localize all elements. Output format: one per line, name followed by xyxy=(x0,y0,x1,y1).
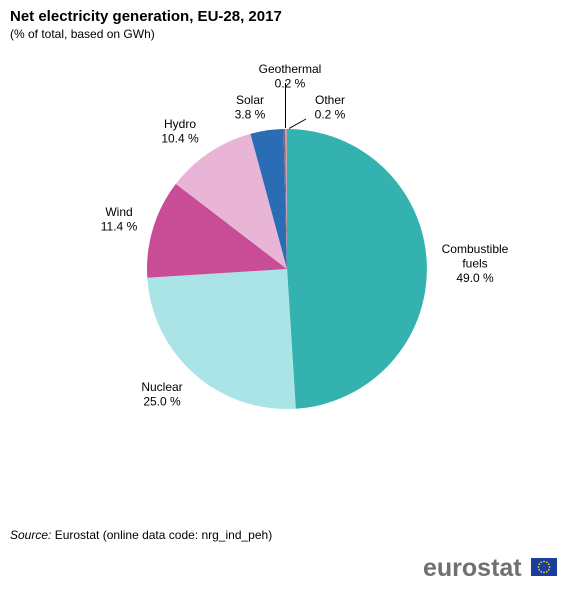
eu-flag-star xyxy=(538,563,541,566)
slice-label-solar: Solar 3.8 % xyxy=(235,93,266,122)
source-text: Eurostat (online data code: nrg_ind_peh) xyxy=(54,528,273,542)
eu-flag-star xyxy=(540,561,543,564)
slice-label-wind: Wind 11.4 % xyxy=(101,205,138,234)
slice-label-combustible-fuels: Combustible fuels 49.0 % xyxy=(442,242,509,285)
eu-flag-star xyxy=(548,566,551,568)
source-label: Source: xyxy=(10,528,52,542)
leader-line-other xyxy=(288,118,307,129)
eu-flag-background xyxy=(531,558,557,576)
pie-slice-solar xyxy=(250,129,287,269)
pie-slice-other xyxy=(285,128,287,269)
slice-label-hydro: Hydro 10.4 % xyxy=(161,117,199,146)
eu-flag-star xyxy=(545,570,548,573)
slice-label-other: Other 0.2 % xyxy=(315,93,346,122)
eu-flag-star xyxy=(547,568,550,571)
pie-slice-wind xyxy=(147,183,287,278)
chart-subtitle: (% of total, based on GWh) xyxy=(10,27,155,41)
pie-slice-combustible-fuels xyxy=(287,129,427,409)
pie-slice-nuclear xyxy=(147,269,296,409)
eu-flag-star xyxy=(538,568,541,571)
source-note: Source: Eurostat (online data code: nrg_… xyxy=(10,528,272,542)
logo-wordmark: eurostat xyxy=(423,554,522,582)
eu-flag-star xyxy=(547,563,550,566)
eu-flag-star xyxy=(540,570,543,573)
slice-label-nuclear: Nuclear 25.0 % xyxy=(141,380,182,409)
eu-flag-star xyxy=(543,560,545,563)
pie-slice-geothermal xyxy=(283,129,287,269)
eu-flag-star xyxy=(537,566,540,568)
slice-label-geothermal: Geothermal 0.2 % xyxy=(259,62,322,91)
eu-flag-star xyxy=(545,561,548,564)
eu-flag-icon xyxy=(531,558,557,576)
eu-flag-star xyxy=(543,571,545,574)
pie-slice-hydro xyxy=(175,133,287,269)
chart-title: Net electricity generation, EU-28, 2017 xyxy=(10,8,282,25)
